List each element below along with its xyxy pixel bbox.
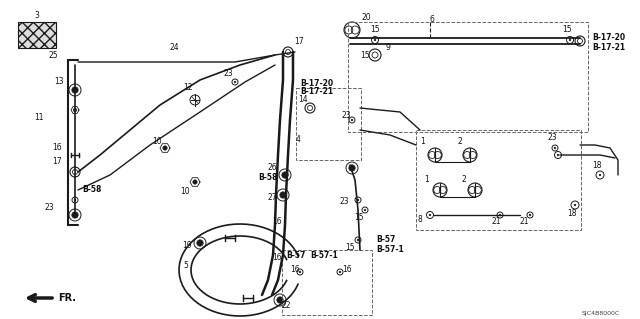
Text: B-17-21: B-17-21 [592, 42, 625, 51]
Text: 9: 9 [386, 43, 391, 53]
Bar [296, 88, 361, 160]
Text: 16: 16 [52, 144, 62, 152]
Text: 15: 15 [562, 26, 572, 34]
Text: 20: 20 [362, 13, 372, 23]
Circle shape [357, 239, 359, 241]
Text: 13: 13 [54, 78, 64, 86]
Text: 15: 15 [345, 243, 355, 253]
Text: 18: 18 [567, 209, 577, 218]
Text: B-57: B-57 [376, 235, 396, 244]
Circle shape [577, 39, 582, 43]
Circle shape [574, 204, 576, 206]
Text: 17: 17 [294, 38, 303, 47]
Circle shape [163, 146, 167, 150]
Text: 6: 6 [430, 16, 435, 25]
Text: 10: 10 [180, 188, 189, 197]
Circle shape [429, 214, 431, 216]
Text: B-57-1: B-57-1 [376, 246, 404, 255]
Text: 2: 2 [462, 175, 467, 184]
Text: 23: 23 [44, 203, 54, 211]
Text: B-58: B-58 [258, 174, 277, 182]
Text: 10: 10 [152, 137, 162, 146]
Text: B-17-20: B-17-20 [592, 33, 625, 42]
Circle shape [357, 199, 359, 201]
Text: B-57: B-57 [286, 250, 305, 259]
Text: 23: 23 [340, 197, 349, 206]
Circle shape [599, 174, 601, 176]
Text: 16: 16 [272, 254, 282, 263]
Text: B-57-1: B-57-1 [310, 250, 338, 259]
Circle shape [554, 147, 556, 149]
Circle shape [285, 49, 291, 55]
Circle shape [364, 209, 366, 211]
Text: 16: 16 [342, 265, 351, 275]
Text: 21: 21 [492, 218, 502, 226]
Circle shape [72, 212, 78, 218]
Text: 15: 15 [360, 50, 370, 60]
Circle shape [197, 240, 204, 246]
Bar [282, 250, 372, 315]
Circle shape [234, 81, 236, 83]
Circle shape [499, 214, 501, 216]
Text: 23: 23 [224, 69, 234, 78]
Text: 3: 3 [35, 11, 40, 20]
Text: 18: 18 [592, 160, 602, 169]
Text: 15: 15 [370, 26, 380, 34]
Text: 25: 25 [49, 50, 58, 60]
Circle shape [300, 271, 301, 273]
Text: 22: 22 [282, 301, 291, 310]
Text: 1: 1 [424, 175, 429, 184]
Circle shape [277, 297, 283, 303]
Text: 24: 24 [170, 42, 180, 51]
Text: 16: 16 [290, 265, 300, 275]
Text: B-58: B-58 [82, 186, 101, 195]
Circle shape [529, 214, 531, 216]
Circle shape [557, 154, 559, 156]
Circle shape [73, 108, 77, 112]
Circle shape [72, 87, 78, 93]
Circle shape [307, 106, 312, 110]
Text: 26: 26 [268, 164, 278, 173]
Text: 17: 17 [52, 158, 62, 167]
Bar [18, 22, 56, 48]
Circle shape [374, 39, 376, 41]
Text: FR.: FR. [58, 293, 76, 303]
Text: 5: 5 [183, 261, 188, 270]
Text: 4: 4 [296, 136, 301, 145]
Circle shape [74, 199, 76, 201]
Text: 23: 23 [548, 133, 557, 143]
Text: 16: 16 [272, 218, 282, 226]
Text: B-17-20: B-17-20 [300, 78, 333, 87]
Circle shape [339, 271, 341, 273]
Text: 23: 23 [342, 110, 351, 120]
Circle shape [569, 39, 571, 41]
Text: 14: 14 [298, 95, 308, 105]
Text: 8: 8 [417, 216, 422, 225]
Circle shape [280, 192, 286, 198]
Circle shape [351, 119, 353, 121]
Text: 12: 12 [183, 84, 193, 93]
Text: 27: 27 [268, 194, 278, 203]
Text: 19: 19 [182, 241, 191, 250]
Circle shape [193, 180, 197, 184]
Text: 21: 21 [520, 218, 529, 226]
Circle shape [349, 165, 355, 171]
Circle shape [72, 169, 77, 174]
Text: 1: 1 [420, 137, 425, 146]
Text: 15: 15 [354, 213, 364, 222]
Text: 11: 11 [35, 114, 44, 122]
Text: 2: 2 [458, 137, 463, 146]
Circle shape [372, 52, 378, 58]
Text: SJC4B8000C: SJC4B8000C [582, 311, 620, 316]
Bar [348, 22, 588, 132]
Bar [416, 130, 581, 230]
Circle shape [282, 172, 288, 178]
Text: B-17-21: B-17-21 [300, 87, 333, 97]
